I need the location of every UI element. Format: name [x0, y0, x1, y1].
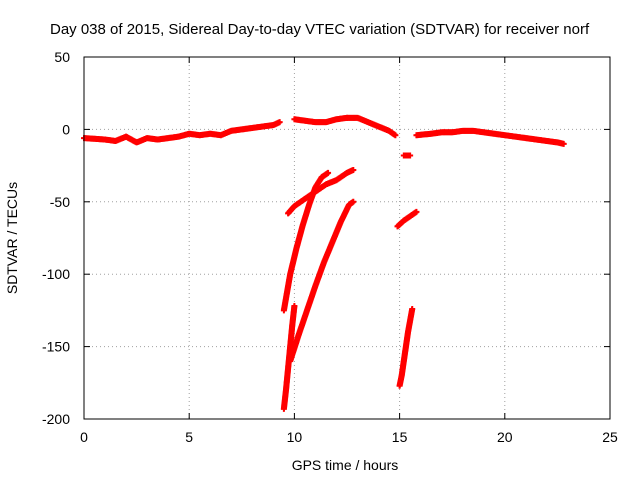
y-tick-label: -200 — [42, 411, 70, 427]
data-series — [287, 198, 357, 365]
data-point — [560, 140, 567, 147]
x-tick-label: 0 — [80, 429, 88, 445]
x-tick-label: 5 — [185, 429, 193, 445]
x-axis-label: GPS time / hours — [292, 457, 399, 473]
plot-frame — [83, 56, 611, 420]
data-series — [291, 114, 350, 126]
data-points — [81, 114, 567, 412]
data-series — [81, 119, 283, 146]
data-series — [394, 208, 420, 230]
y-tick-label: -50 — [50, 194, 70, 210]
data-point — [409, 305, 416, 312]
x-tick-label: 25 — [602, 429, 618, 445]
x-tick-label: 10 — [287, 429, 303, 445]
data-point — [392, 132, 399, 139]
x-tick-label: 15 — [392, 429, 408, 445]
y-tick-label: 0 — [62, 121, 70, 137]
data-point — [276, 119, 283, 126]
data-series — [396, 305, 416, 389]
data-series — [344, 114, 399, 139]
y-tick-label: -150 — [42, 339, 70, 355]
y-tick-label: -100 — [42, 266, 70, 282]
data-point — [407, 152, 414, 159]
data-point — [291, 303, 298, 310]
data-series — [413, 127, 567, 147]
data-point — [325, 169, 332, 176]
y-tick-label: 50 — [54, 49, 70, 65]
data-point — [350, 166, 357, 173]
data-series — [280, 169, 332, 314]
y-axis-label: SDTVAR / TECUs — [4, 182, 20, 294]
data-point — [350, 198, 357, 205]
data-series — [400, 152, 414, 159]
x-tick-label: 20 — [497, 429, 513, 445]
chart-title: Day 038 of 2015, Sidereal Day-to-day VTE… — [50, 21, 590, 38]
data-series — [285, 166, 357, 217]
data-point — [413, 208, 420, 215]
grid — [84, 57, 610, 419]
